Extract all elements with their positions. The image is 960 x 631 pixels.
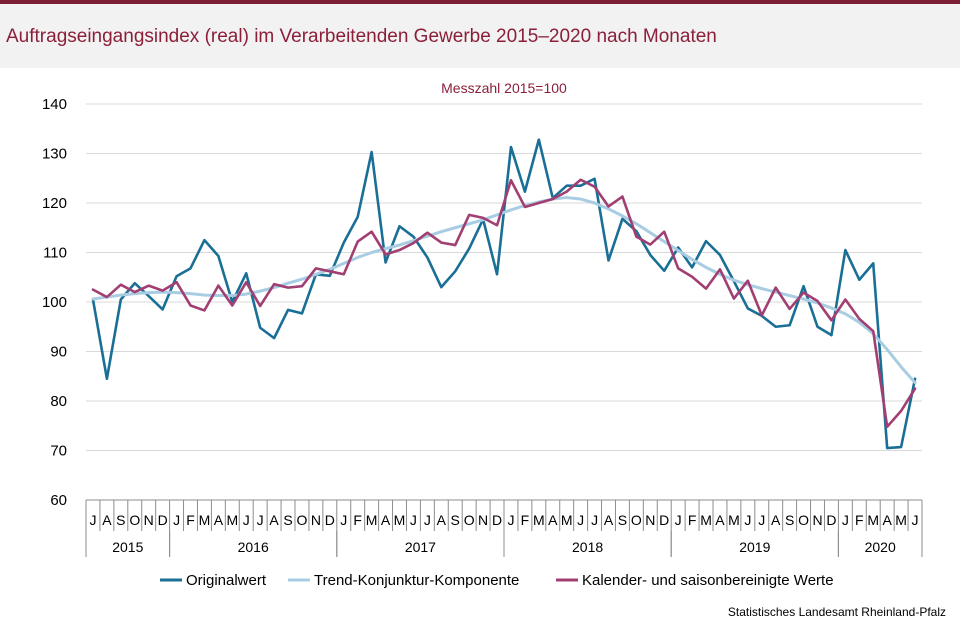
x-tick-label-month: J: [340, 512, 347, 528]
x-tick-label-month: J: [257, 512, 264, 528]
chart-title: Auftragseingangsindex (real) im Verarbei…: [6, 26, 717, 47]
y-tick-label-120: 120: [42, 195, 67, 212]
x-tick-label-month: O: [297, 512, 308, 528]
source-credit: Statistisches Landesamt Rheinland-Pfalz: [727, 605, 946, 619]
x-tick-label-month: F: [353, 512, 362, 528]
x-tick-label-month: M: [366, 512, 378, 528]
x-tick-label-month: J: [912, 512, 919, 528]
y-tick-label-130: 130: [42, 146, 67, 163]
x-tick-label-month: O: [798, 512, 809, 528]
y-tick-label-80: 80: [50, 393, 67, 410]
x-tick-label-month: J: [577, 512, 584, 528]
x-tick-label-month: M: [867, 512, 879, 528]
x-tick-label-month: J: [675, 512, 682, 528]
x-tick-label-month: J: [507, 512, 514, 528]
x-tick-label-month: D: [325, 512, 335, 528]
legend-label-3: Kalender- und saisonbereinigte Werte: [582, 572, 834, 589]
y-tick-label-90: 90: [50, 344, 67, 361]
x-year-label-2017: 2017: [405, 539, 436, 555]
x-tick-label-month: O: [129, 512, 140, 528]
x-tick-label-month: J: [424, 512, 431, 528]
y-tick-label-100: 100: [42, 294, 67, 311]
chart-subtitle: Messzahl 2015=100: [441, 80, 567, 96]
x-tick-label-month: F: [688, 512, 697, 528]
x-tick-label-month: D: [492, 512, 502, 528]
x-tick-label-month: N: [645, 512, 655, 528]
x-tick-label-month: S: [451, 512, 460, 528]
x-tick-label-month: J: [758, 512, 765, 528]
x-tick-label-month: A: [214, 512, 224, 528]
x-tick-label-month: A: [715, 512, 725, 528]
x-tick-label-month: J: [410, 512, 417, 528]
y-tick-label-60: 60: [50, 492, 67, 509]
x-tick-label-month: N: [812, 512, 822, 528]
x-tick-label-month: F: [521, 512, 530, 528]
x-tick-label-month: D: [826, 512, 836, 528]
x-tick-label-month: A: [102, 512, 112, 528]
x-tick-label-month: J: [842, 512, 849, 528]
x-year-label-2020: 2020: [865, 539, 896, 555]
x-tick-label-month: A: [548, 512, 558, 528]
x-tick-label-month: A: [604, 512, 614, 528]
x-tick-label-month: M: [394, 512, 406, 528]
x-tick-label-month: S: [283, 512, 292, 528]
x-tick-label-month: M: [700, 512, 712, 528]
x-tick-label-month: M: [561, 512, 573, 528]
x-tick-label-month: M: [226, 512, 238, 528]
x-tick-label-month: S: [785, 512, 794, 528]
x-tick-label-month: A: [882, 512, 892, 528]
x-year-label-2018: 2018: [572, 539, 603, 555]
x-tick-label-month: S: [618, 512, 627, 528]
x-tick-label-month: N: [478, 512, 488, 528]
x-tick-label-month: A: [269, 512, 279, 528]
header-band: Auftragseingangsindex (real) im Verarbei…: [0, 4, 960, 68]
y-tick-label-110: 110: [43, 245, 67, 262]
x-tick-label-month: M: [199, 512, 211, 528]
y-tick-label-70: 70: [50, 443, 67, 460]
x-tick-label-month: A: [437, 512, 447, 528]
x-tick-label-month: F: [855, 512, 864, 528]
x-year-label-2016: 2016: [238, 539, 269, 555]
x-tick-label-month: N: [144, 512, 154, 528]
x-tick-label-month: J: [243, 512, 250, 528]
x-tick-label-month: A: [771, 512, 781, 528]
x-tick-label-month: A: [381, 512, 391, 528]
x-tick-label-month: O: [631, 512, 642, 528]
x-tick-label-month: N: [311, 512, 321, 528]
x-year-label-2019: 2019: [739, 539, 770, 555]
legend-label-1: Originalwert: [186, 572, 267, 589]
top-accent-bar: [0, 0, 960, 4]
x-tick-label-month: D: [659, 512, 669, 528]
x-tick-label-month: M: [533, 512, 545, 528]
x-tick-label-month: S: [116, 512, 125, 528]
series-line-1: [91, 138, 917, 450]
x-tick-label-month: M: [895, 512, 907, 528]
x-tick-label-month: J: [89, 512, 96, 528]
y-tick-label-140: 140: [42, 96, 67, 113]
x-tick-label-month: J: [591, 512, 598, 528]
x-tick-label-month: M: [728, 512, 740, 528]
x-tick-label-month: O: [464, 512, 475, 528]
line-chart: Messzahl 2015=100 60 70 80 90 100 110 120 130 140…: [42, 80, 923, 589]
x-tick-label-month: J: [744, 512, 751, 528]
series-line-3: [91, 178, 917, 429]
legend-label-2: Trend-Konjunktur-Komponente: [314, 572, 519, 589]
x-tick-label-month: D: [158, 512, 168, 528]
x-year-label-2015: 2015: [112, 539, 143, 555]
x-tick-label-month: F: [186, 512, 195, 528]
x-tick-label-month: J: [173, 512, 180, 528]
